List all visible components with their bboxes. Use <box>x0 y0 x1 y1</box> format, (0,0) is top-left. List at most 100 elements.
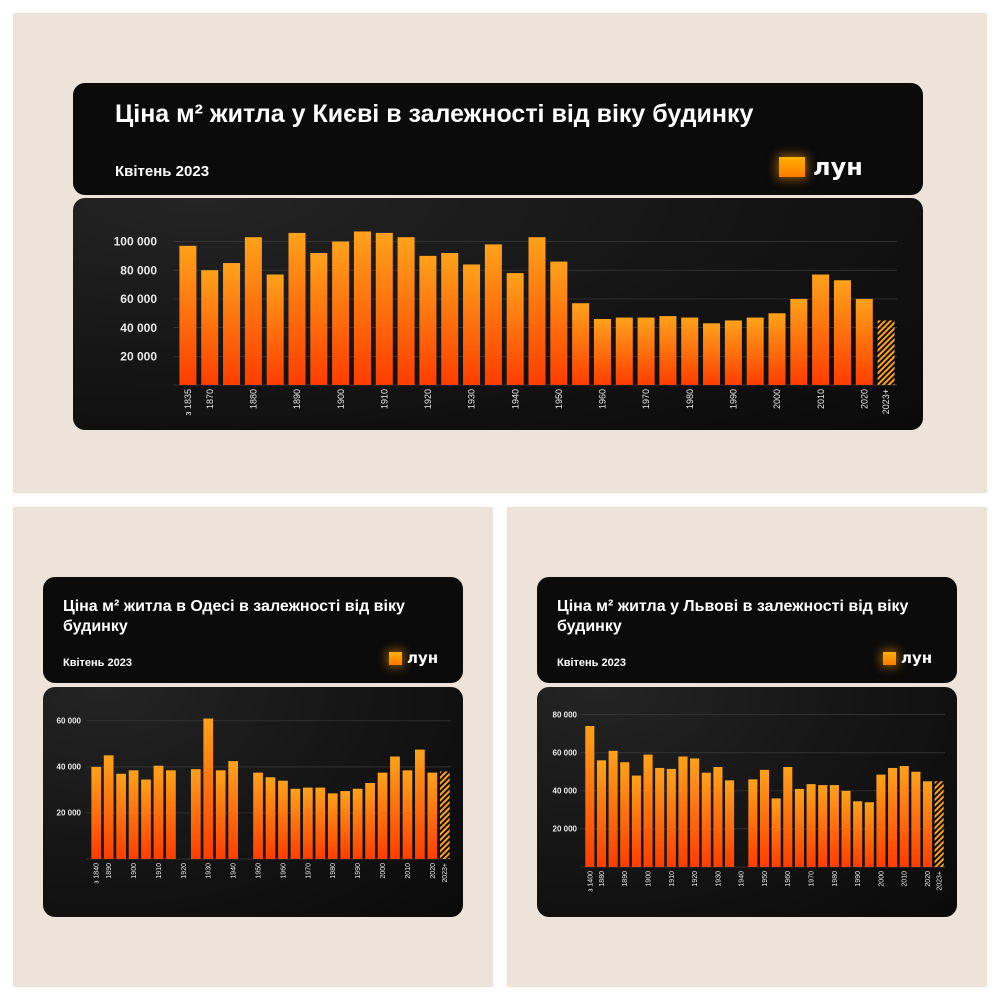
panel-odesa: Ціна м² житла в Одесі в залежності від в… <box>13 507 493 987</box>
bar <box>419 255 437 385</box>
bar <box>190 769 201 859</box>
y-tick-label: 80 000 <box>120 263 157 277</box>
y-tick-label: 20 000 <box>120 350 157 364</box>
bar <box>615 317 633 385</box>
bar-forecast <box>877 320 895 385</box>
bar <box>327 793 338 859</box>
x-tick-label: 1890 <box>292 389 302 409</box>
plot-card: 20 000 40 000 60 000 80 000 100 000 з 1835 187… <box>73 198 923 430</box>
bar <box>397 237 415 385</box>
x-tick-label: 2020 <box>925 871 932 887</box>
bar <box>179 245 197 385</box>
bar <box>631 775 641 867</box>
bar <box>790 298 808 385</box>
y-tick-label: 80 000 <box>553 710 578 719</box>
bar <box>864 802 874 867</box>
header-card: Ціна м² житла у Львові в залежності від … <box>537 577 957 683</box>
x-tick-label: 1910 <box>156 863 163 879</box>
bar <box>290 788 301 859</box>
chart-title: Ціна м² житла у Києві в залежності від в… <box>115 100 754 128</box>
x-tick-label: 1930 <box>206 863 213 879</box>
x-tick-label: 1920 <box>692 871 699 887</box>
x-tick-label: 1990 <box>855 871 862 887</box>
y-tick-label: 40 000 <box>57 763 82 772</box>
bar <box>278 780 288 859</box>
bar <box>746 317 764 385</box>
plot-card: 20 000 40 000 60 000 з 1840 1890 1900 1910 1920… <box>43 687 463 917</box>
bar <box>783 767 793 867</box>
bar <box>265 777 276 859</box>
bar <box>201 270 219 385</box>
bar <box>806 784 816 867</box>
panel-lviv: Ціна м² житла у Львові в залежності від … <box>507 507 987 987</box>
bar <box>302 787 313 859</box>
x-tick-label: 1870 <box>205 389 215 409</box>
bar <box>768 313 786 385</box>
x-tick-label: 1880 <box>599 871 606 887</box>
bar <box>701 772 711 867</box>
bar <box>596 760 607 867</box>
bar <box>310 253 328 385</box>
y-tick-label: 20 000 <box>57 809 82 818</box>
header-card: Ціна м² житла в Одесі в залежності від в… <box>43 577 463 683</box>
bar <box>253 772 263 859</box>
bar <box>153 765 164 859</box>
bar <box>690 758 700 867</box>
x-tick-label: 1880 <box>249 389 259 409</box>
bar <box>353 231 371 385</box>
brand-logo: лун <box>779 153 863 181</box>
x-tick-label: 1930 <box>467 389 477 409</box>
x-tick-label: 2000 <box>772 389 782 409</box>
x-tick-label: 2023+ <box>937 871 944 891</box>
x-tick-label: 1950 <box>256 863 263 879</box>
header-card: Ціна м² житла у Києві в залежності від в… <box>73 83 923 195</box>
bar <box>794 788 804 867</box>
bar <box>593 319 611 385</box>
x-tick-label: 1960 <box>280 863 287 879</box>
x-tick-label: 2000 <box>878 871 885 887</box>
x-tick-label: 2010 <box>405 863 412 879</box>
logo-square-icon <box>883 651 896 665</box>
bar <box>550 261 568 385</box>
bar <box>91 766 102 859</box>
brand-logo: лун <box>883 649 932 667</box>
x-tick-label: 1930 <box>715 871 722 887</box>
bar <box>888 767 898 867</box>
y-tick-label: 20 000 <box>553 825 578 834</box>
bar <box>427 772 438 859</box>
y-tick-label: 60 000 <box>553 749 578 758</box>
x-tick-label: 1890 <box>106 863 113 879</box>
logo-text: лун <box>813 153 863 181</box>
bar <box>724 320 742 385</box>
bar <box>332 241 350 385</box>
chart-subtitle: Квітень 2023 <box>115 163 210 180</box>
x-tick-label: 1940 <box>231 863 238 879</box>
x-tick-label: 2023+ <box>881 389 891 414</box>
plot-card: 20 000 40 000 60 000 80 000 з 1400 1880 1890 19… <box>537 687 957 917</box>
x-tick-label: 2023+ <box>442 863 449 883</box>
x-tick-label: 1940 <box>739 871 746 887</box>
bar <box>203 718 214 859</box>
x-tick-label: 1970 <box>641 389 651 409</box>
bar <box>876 774 886 867</box>
x-tick-label: 1960 <box>598 389 608 409</box>
bar-chart-kyiv: 20 000 40 000 60 000 80 000 100 000 з 1835 187… <box>114 231 897 416</box>
bar <box>681 317 699 385</box>
x-tick-label: 1900 <box>645 871 652 887</box>
bar <box>223 263 241 385</box>
bar-chart-odesa: 20 000 40 000 60 000 з 1840 1890 1900 1910 1920… <box>57 717 451 884</box>
bar <box>655 767 665 867</box>
bar <box>484 244 502 385</box>
bar <box>666 768 676 867</box>
bar <box>841 790 851 867</box>
x-tick-label: 2010 <box>902 871 909 887</box>
bar <box>463 264 481 385</box>
x-tick-label: 2020 <box>430 863 437 879</box>
x-tick-label: 1950 <box>762 871 769 887</box>
bar <box>402 770 413 859</box>
y-tick-label: 100 000 <box>114 235 158 249</box>
y-tick-label: 40 000 <box>120 321 157 335</box>
bar-forecast <box>439 771 450 859</box>
bar <box>771 798 781 867</box>
x-tick-label: 1890 <box>622 871 629 887</box>
